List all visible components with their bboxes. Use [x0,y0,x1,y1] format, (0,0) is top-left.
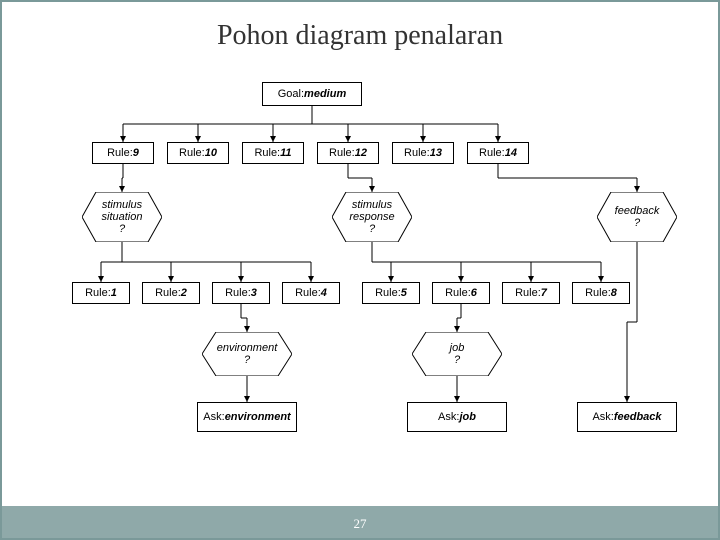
ask-0: Ask: environment [197,402,297,432]
hex-mid-2: feedback? [597,192,677,242]
rule-bottom-2: Rule: 3 [212,282,270,304]
hex-low-1: job? [412,332,502,376]
hex-mid-0: stimulussituation? [82,192,162,242]
rule-top-4: Rule: 13 [392,142,454,164]
rule-bottom-1: Rule: 2 [142,282,200,304]
rule-top-3: Rule: 12 [317,142,379,164]
rule-top-5: Rule: 14 [467,142,529,164]
rule-top-2: Rule: 11 [242,142,304,164]
rule-top-1: Rule: 10 [167,142,229,164]
rule-bottom-7: Rule: 8 [572,282,630,304]
rule-bottom-3: Rule: 4 [282,282,340,304]
rule-top-0: Rule: 9 [92,142,154,164]
slide: Pohon diagram penalaran Goal: medium Rule… [0,0,720,540]
tree-diagram: Goal: medium Rule: 9 Rule: 10 Rule: 11 Rule:… [22,82,698,478]
rule-bottom-6: Rule: 7 [502,282,560,304]
goal-node: Goal: medium [262,82,362,106]
slide-title: Pohon diagram penalaran [2,20,718,52]
hex-mid-1: stimulusresponse? [332,192,412,242]
hex-low-0: environment? [202,332,292,376]
ask-1: Ask: job [407,402,507,432]
rule-bottom-5: Rule: 6 [432,282,490,304]
rule-bottom-4: Rule: 5 [362,282,420,304]
rule-bottom-0: Rule: 1 [72,282,130,304]
ask-2: Ask: feedback [577,402,677,432]
page-number: 27 [354,516,367,532]
